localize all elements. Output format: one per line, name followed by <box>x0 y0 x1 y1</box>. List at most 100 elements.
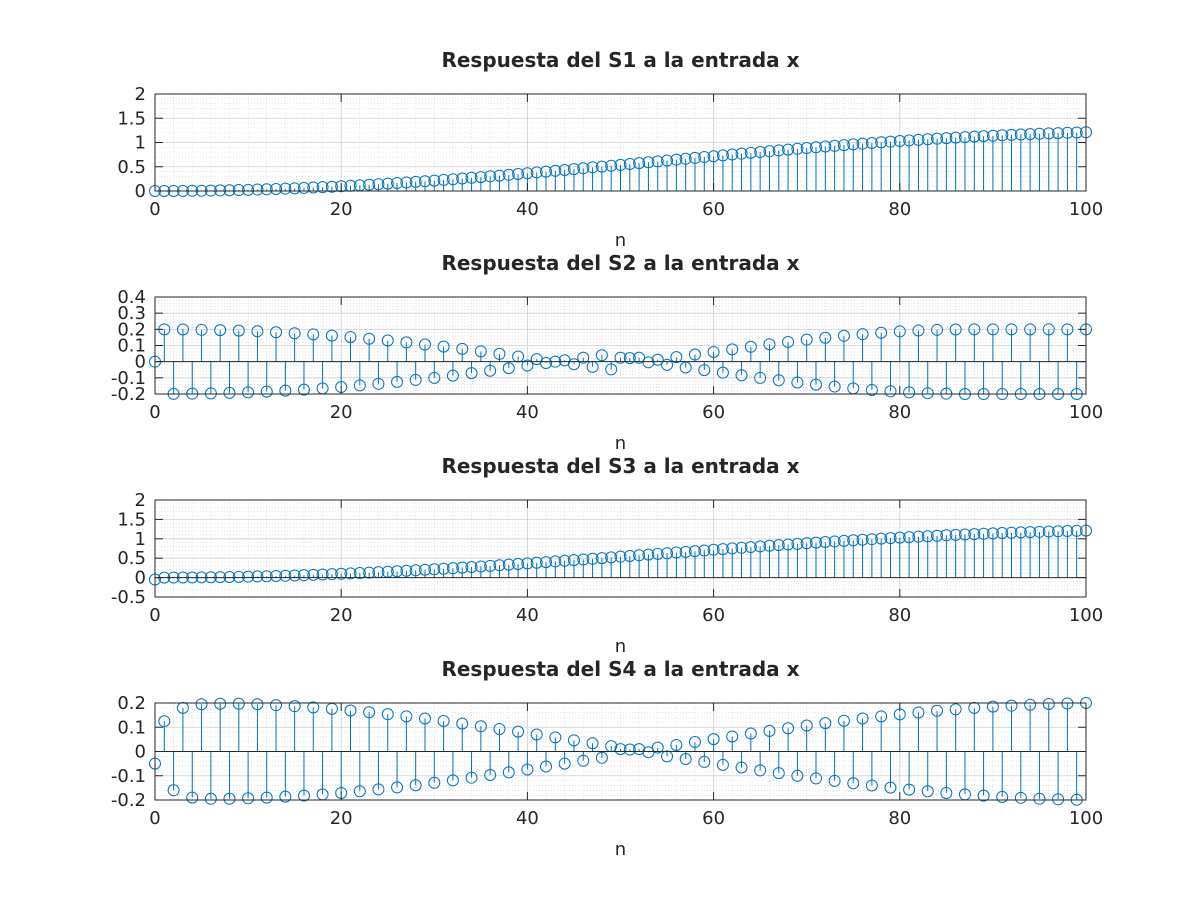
stem-marker <box>977 130 990 143</box>
stem-marker <box>819 140 832 153</box>
stem-marker <box>567 163 580 176</box>
stem-marker <box>465 367 478 380</box>
stem-marker <box>791 376 804 389</box>
stem-marker <box>270 699 283 712</box>
stem-marker <box>940 132 953 145</box>
stem-marker <box>288 327 301 340</box>
stem-marker <box>595 552 608 565</box>
stem-marker <box>903 386 916 399</box>
stem-marker <box>558 554 571 567</box>
stem-marker <box>837 329 850 342</box>
stem-marker <box>567 734 580 747</box>
stem-marker <box>754 371 767 384</box>
stem-marker <box>782 335 795 348</box>
y-tick-label: 0.4 <box>117 287 146 308</box>
stem-marker <box>577 754 590 767</box>
stem-marker <box>325 568 338 581</box>
series <box>149 697 1092 806</box>
stem-marker <box>381 177 394 190</box>
stem-marker <box>921 387 934 400</box>
stem-marker <box>1024 323 1037 336</box>
stem-marker <box>763 539 776 552</box>
stem-marker <box>1042 525 1055 538</box>
stem-marker <box>502 558 515 571</box>
stem-marker <box>810 378 823 391</box>
stem-marker <box>437 340 450 353</box>
stem-marker <box>865 136 878 149</box>
y-tick-label: 2 <box>135 84 146 105</box>
stem-marker <box>810 141 823 154</box>
stem-marker <box>698 364 711 377</box>
stem-marker <box>782 538 795 551</box>
stem-marker <box>828 774 841 787</box>
x-tick-label: 0 <box>149 808 160 829</box>
stem-marker <box>633 157 646 170</box>
x-tick-label: 80 <box>888 199 911 220</box>
stem-marker <box>903 783 916 796</box>
y-tick-label: 1 <box>135 133 146 154</box>
stem-marker <box>1033 792 1046 805</box>
stem-marker <box>595 751 608 764</box>
stem-marker <box>688 736 701 749</box>
stem-marker <box>521 359 534 372</box>
stem-marker <box>1024 698 1037 711</box>
stem-marker <box>484 769 497 782</box>
stem-marker <box>418 563 431 576</box>
stem-marker <box>754 540 767 553</box>
stem-marker <box>837 534 850 547</box>
x-tick-label: 20 <box>330 605 353 626</box>
stem-marker <box>791 537 804 550</box>
stem-marker <box>214 324 227 337</box>
stem-marker <box>716 543 729 556</box>
stem-marker <box>251 325 264 338</box>
stem-marker <box>856 328 869 341</box>
x-axis-label: n <box>615 433 626 454</box>
stem-marker <box>214 184 227 197</box>
stem-marker <box>716 366 729 379</box>
stem-marker <box>931 529 944 542</box>
stem-marker <box>391 177 404 190</box>
stem-marker <box>1042 323 1055 336</box>
stem-marker <box>1061 323 1074 336</box>
stem-marker <box>260 183 273 196</box>
stem-marker <box>465 561 478 574</box>
y-tick-label: 2 <box>135 490 146 511</box>
stem-marker <box>195 323 208 336</box>
stem-marker <box>661 750 674 763</box>
stem-marker <box>828 535 841 548</box>
stem-marker <box>912 133 925 146</box>
stem-marker <box>688 151 701 164</box>
chart-title: Respuesta del S4 a la entrada x <box>441 657 799 681</box>
stem-marker <box>335 180 348 193</box>
stem-marker <box>763 724 776 737</box>
stem-marker <box>837 714 850 727</box>
stem-marker <box>242 570 255 583</box>
stem-marker <box>791 142 804 155</box>
stem-marker <box>800 333 813 346</box>
stem-marker <box>744 340 757 353</box>
stem-marker <box>744 541 757 554</box>
stem-marker <box>344 704 357 717</box>
stem-marker <box>875 710 888 723</box>
stem-marker <box>176 701 189 714</box>
stem-marker <box>651 353 664 366</box>
stem-marker <box>688 348 701 361</box>
stem-marker <box>530 556 543 569</box>
x-tick-label: 0 <box>149 199 160 220</box>
stem-marker <box>605 363 618 376</box>
stem-marker <box>893 325 906 338</box>
stem-marker <box>884 385 897 398</box>
stem-marker <box>865 779 878 792</box>
stem-marker <box>819 536 832 549</box>
stem-marker <box>1042 127 1055 140</box>
stem-marker <box>325 180 338 193</box>
stem-marker <box>791 769 804 782</box>
stem-marker <box>958 131 971 144</box>
stem-marker <box>949 528 962 541</box>
stem-marker <box>279 182 292 195</box>
stem-marker <box>977 527 990 540</box>
stem-marker <box>465 771 478 784</box>
stem-marker <box>540 556 553 569</box>
x-tick-label: 0 <box>149 605 160 626</box>
stem-marker <box>893 135 906 148</box>
